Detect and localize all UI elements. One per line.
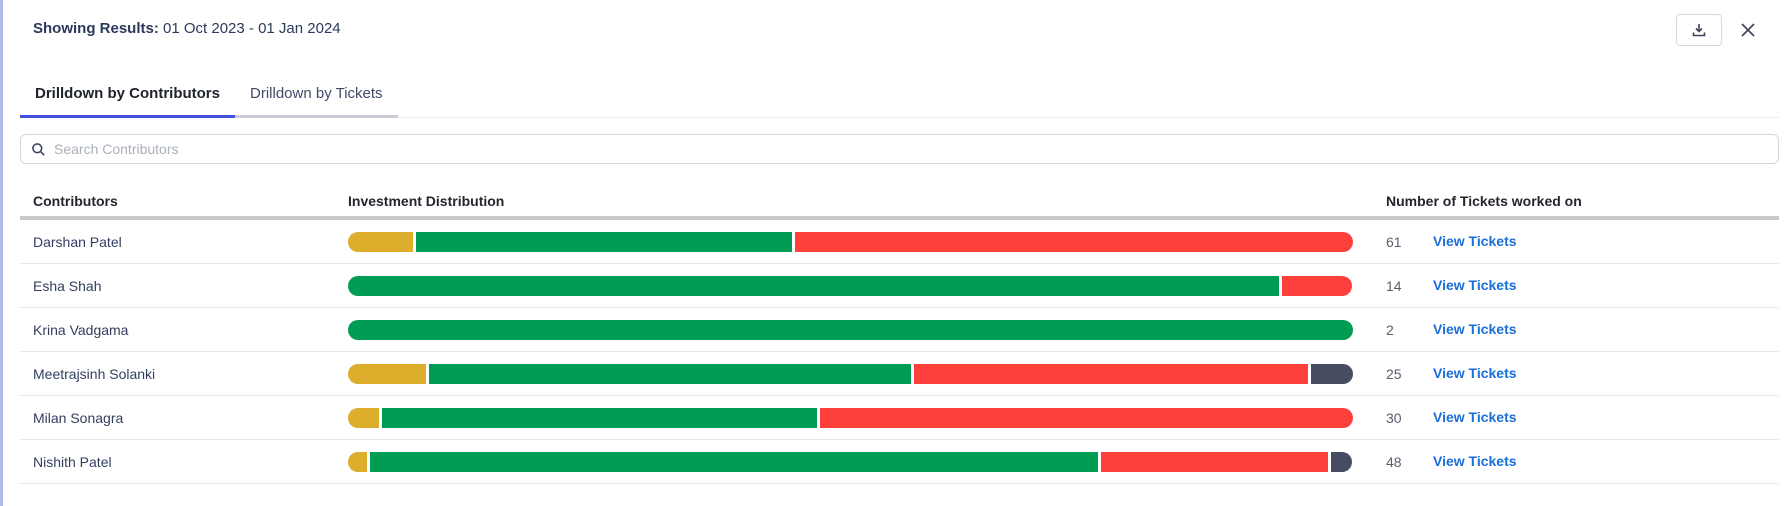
view-tickets-cell: View Tickets xyxy=(1433,409,1779,427)
segment-green xyxy=(416,231,793,252)
table-body: Darshan Patel 61 View Tickets Esha Shah … xyxy=(20,220,1779,484)
tab-bar: Drilldown by Contributors Drilldown by T… xyxy=(20,73,1779,118)
view-tickets-cell: View Tickets xyxy=(1433,233,1779,251)
contributor-name: Meetrajsinh Solanki xyxy=(33,365,156,382)
panel-header: Showing Results: 01 Oct 2023 - 01 Jan 20… xyxy=(3,0,1792,46)
view-tickets-link[interactable]: View Tickets xyxy=(1433,320,1517,337)
segment-red xyxy=(820,407,1353,428)
contributor-name: Nishith Patel xyxy=(33,453,112,470)
segment-yellow xyxy=(348,451,368,472)
ticket-count: 61 xyxy=(1386,233,1402,250)
search-icon xyxy=(31,142,46,157)
table-row: Esha Shah 14 View Tickets xyxy=(20,264,1779,308)
contributor-name: Krina Vadgama xyxy=(33,321,129,338)
segment-green xyxy=(370,451,1098,472)
ticket-count: 30 xyxy=(1386,409,1402,426)
showing-results-text: Showing Results: 01 Oct 2023 - 01 Jan 20… xyxy=(33,18,341,40)
view-tickets-cell: View Tickets xyxy=(1433,321,1779,339)
view-tickets-cell: View Tickets xyxy=(1433,277,1779,295)
segment-yellow xyxy=(348,231,414,252)
segment-yellow xyxy=(348,363,427,384)
contributors-table: Contributors Investment Distribution Num… xyxy=(20,186,1779,484)
column-header-investment-distribution: Investment Distribution xyxy=(348,193,505,209)
table-row: Milan Sonagra 30 View Tickets xyxy=(20,396,1779,440)
table-row: Nishith Patel 48 View Tickets xyxy=(20,440,1779,484)
distribution-bar xyxy=(348,407,1353,428)
view-tickets-link[interactable]: View Tickets xyxy=(1433,276,1517,293)
segment-yellow xyxy=(348,407,380,428)
view-tickets-cell: View Tickets xyxy=(1433,365,1779,383)
ticket-count: 25 xyxy=(1386,365,1402,382)
view-tickets-cell: View Tickets xyxy=(1433,453,1779,471)
view-tickets-link[interactable]: View Tickets xyxy=(1433,452,1517,469)
download-icon xyxy=(1691,22,1707,38)
tab-drilldown-by-tickets[interactable]: Drilldown by Tickets xyxy=(235,73,398,118)
showing-results-value: 01 Oct 2023 - 01 Jan 2024 xyxy=(163,20,341,37)
search-bar[interactable] xyxy=(20,134,1779,164)
segment-green xyxy=(382,407,818,428)
tab-drilldown-by-contributors[interactable]: Drilldown by Contributors xyxy=(20,73,235,118)
table-row: Krina Vadgama 2 View Tickets xyxy=(20,308,1779,352)
segment-green xyxy=(429,363,911,384)
ticket-count: 48 xyxy=(1386,453,1402,470)
ticket-count: 14 xyxy=(1386,277,1402,294)
segment-green xyxy=(348,319,1353,340)
view-tickets-link[interactable]: View Tickets xyxy=(1433,408,1517,425)
segment-red xyxy=(1100,451,1328,472)
segment-dark xyxy=(1330,451,1352,472)
download-button[interactable] xyxy=(1676,14,1722,46)
contributor-name: Milan Sonagra xyxy=(33,409,124,426)
close-icon xyxy=(1738,20,1758,40)
distribution-bar xyxy=(348,451,1353,472)
showing-results-label: Showing Results: xyxy=(33,20,159,37)
view-tickets-link[interactable]: View Tickets xyxy=(1433,364,1517,381)
contributor-name: Darshan Patel xyxy=(33,233,122,250)
column-header-contributors: Contributors xyxy=(33,193,118,209)
segment-green xyxy=(348,275,1279,296)
distribution-bar xyxy=(348,231,1353,252)
ticket-count: 2 xyxy=(1386,321,1394,338)
column-header-number-of-tickets: Number of Tickets worked on xyxy=(1386,193,1582,209)
segment-red xyxy=(1281,275,1352,296)
table-row: Meetrajsinh Solanki 25 View Tickets xyxy=(20,352,1779,396)
close-button[interactable] xyxy=(1734,16,1762,44)
header-controls xyxy=(1676,14,1762,46)
table-row: Darshan Patel 61 View Tickets xyxy=(20,220,1779,264)
segment-dark xyxy=(1310,363,1353,384)
search-input[interactable] xyxy=(54,141,1768,157)
table-header-row: Contributors Investment Distribution Num… xyxy=(20,186,1779,220)
segment-red xyxy=(913,363,1308,384)
distribution-bar xyxy=(348,275,1353,296)
distribution-bar xyxy=(348,319,1353,340)
contributor-name: Esha Shah xyxy=(33,277,102,294)
distribution-bar xyxy=(348,363,1353,384)
segment-red xyxy=(795,231,1353,252)
view-tickets-link[interactable]: View Tickets xyxy=(1433,232,1517,249)
